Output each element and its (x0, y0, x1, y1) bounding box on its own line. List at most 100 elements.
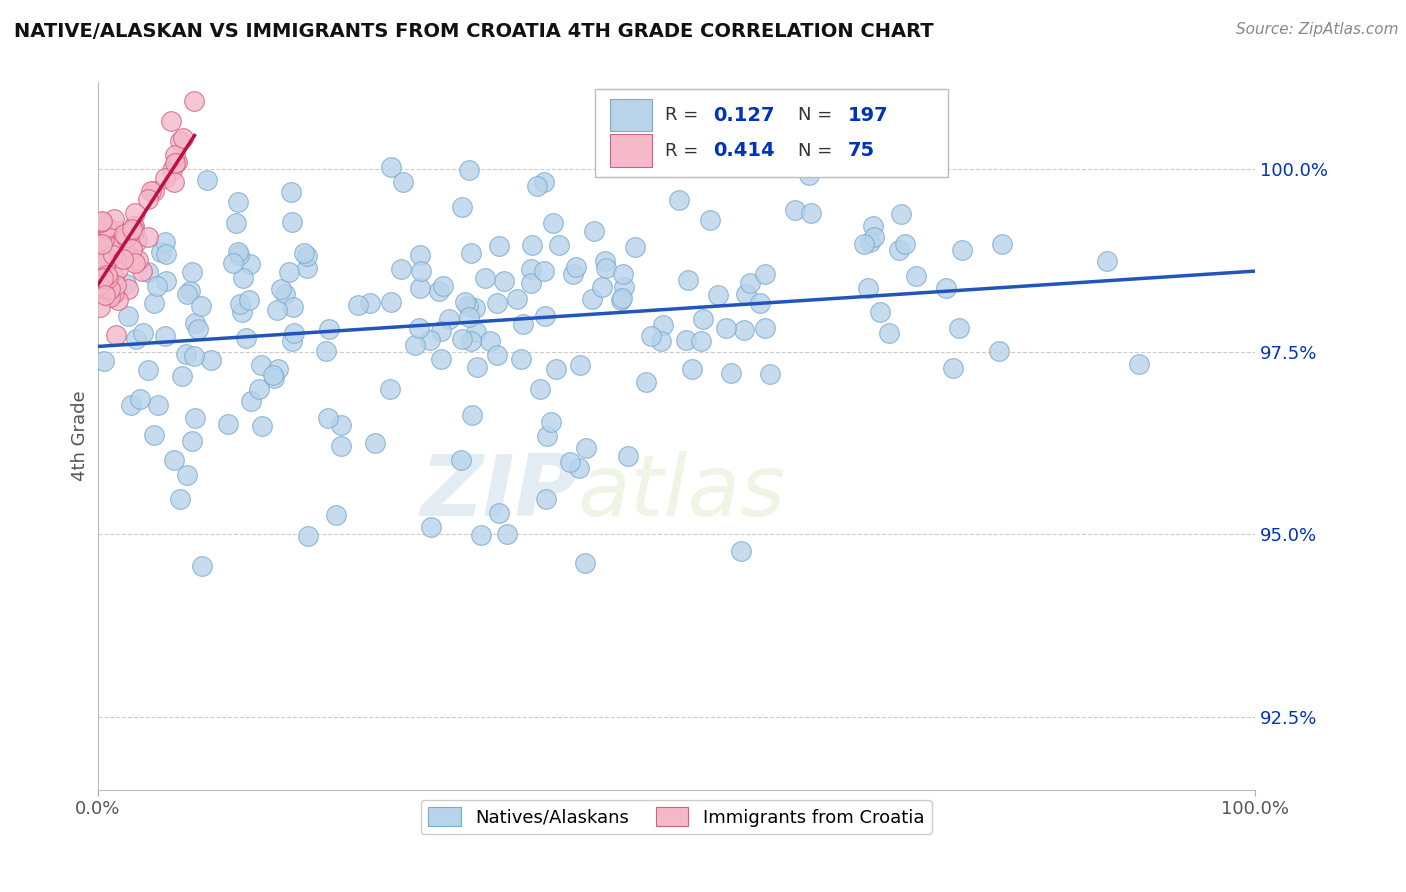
Point (991, 236, 1014, 251)
Legend: Natives/Alaskans, Immigrants from Croatia: Natives/Alaskans, Immigrants from Croati… (420, 800, 932, 834)
Point (136, 363, 159, 377)
Point (738, 276, 761, 290)
Point (430, 351, 453, 366)
Point (612, 268, 634, 282)
Point (105, 327, 128, 342)
Point (114, 277, 136, 292)
Point (668, 194, 690, 208)
Point (125, 332, 148, 346)
Point (457, 299, 479, 313)
Point (112, 227, 135, 242)
Point (200, 353, 222, 368)
Point (122, 222, 145, 236)
Point (536, 429, 558, 443)
Point (93, 280, 115, 294)
Point (690, 334, 713, 349)
Point (330, 418, 353, 433)
Text: R =: R = (665, 106, 703, 124)
Point (124, 206, 146, 220)
Point (359, 295, 381, 310)
Point (228, 297, 250, 311)
Point (404, 338, 426, 352)
Point (184, 317, 207, 331)
Point (581, 292, 603, 306)
Point (297, 529, 319, 543)
Point (87, 273, 110, 287)
Point (121, 222, 143, 236)
Point (783, 203, 806, 218)
Point (91, 268, 114, 282)
Point (591, 280, 613, 294)
Point (90, 254, 112, 268)
Point (278, 265, 301, 279)
Point (292, 246, 315, 260)
Point (163, 453, 186, 467)
Point (153, 329, 176, 343)
Point (650, 334, 672, 348)
Point (890, 206, 912, 220)
Point (486, 348, 509, 362)
Point (105, 277, 128, 292)
Point (98, 289, 121, 303)
Point (652, 318, 675, 333)
Point (93, 288, 115, 302)
Point (98, 226, 121, 240)
Point (665, 149, 688, 163)
Point (250, 358, 273, 372)
Point (160, 162, 183, 177)
Point (458, 163, 481, 178)
Point (526, 178, 548, 193)
Point (89, 271, 111, 285)
Point (190, 299, 212, 313)
Point (465, 326, 488, 340)
Text: R =: R = (665, 142, 703, 160)
Point (121, 242, 143, 256)
Point (692, 312, 714, 326)
Point (169, 491, 191, 506)
Point (574, 557, 596, 571)
Point (122, 219, 145, 233)
Point (89, 277, 111, 292)
Point (450, 453, 472, 467)
Point (169, 134, 191, 148)
Point (128, 392, 150, 406)
Point (389, 261, 412, 276)
Point (893, 237, 915, 252)
Point (172, 131, 194, 145)
Point (347, 298, 370, 312)
Point (148, 398, 170, 412)
Point (87, 277, 110, 292)
Point (699, 213, 721, 227)
Point (593, 254, 616, 268)
Point (640, 329, 662, 343)
Point (163, 148, 186, 162)
Point (610, 293, 633, 307)
Point (460, 334, 482, 349)
Point (97, 271, 120, 285)
Text: 0.414: 0.414 (713, 141, 775, 160)
Point (494, 274, 516, 288)
Point (138, 229, 160, 244)
Point (163, 156, 186, 170)
Point (558, 455, 581, 469)
Text: 75: 75 (848, 141, 875, 160)
Text: atlas: atlas (578, 451, 786, 534)
Point (544, 361, 567, 376)
Point (120, 398, 142, 412)
Point (754, 320, 776, 334)
Text: ZIP: ZIP (420, 451, 578, 534)
Point (877, 326, 900, 341)
Point (93, 233, 115, 247)
Point (91, 237, 114, 252)
Point (759, 367, 782, 381)
Point (520, 277, 543, 291)
Point (96, 220, 118, 235)
Point (889, 244, 911, 258)
Point (575, 442, 598, 456)
Point (408, 321, 430, 335)
Point (274, 287, 297, 301)
Point (183, 95, 205, 109)
Point (101, 248, 124, 262)
Point (569, 358, 592, 372)
Point (187, 321, 209, 335)
